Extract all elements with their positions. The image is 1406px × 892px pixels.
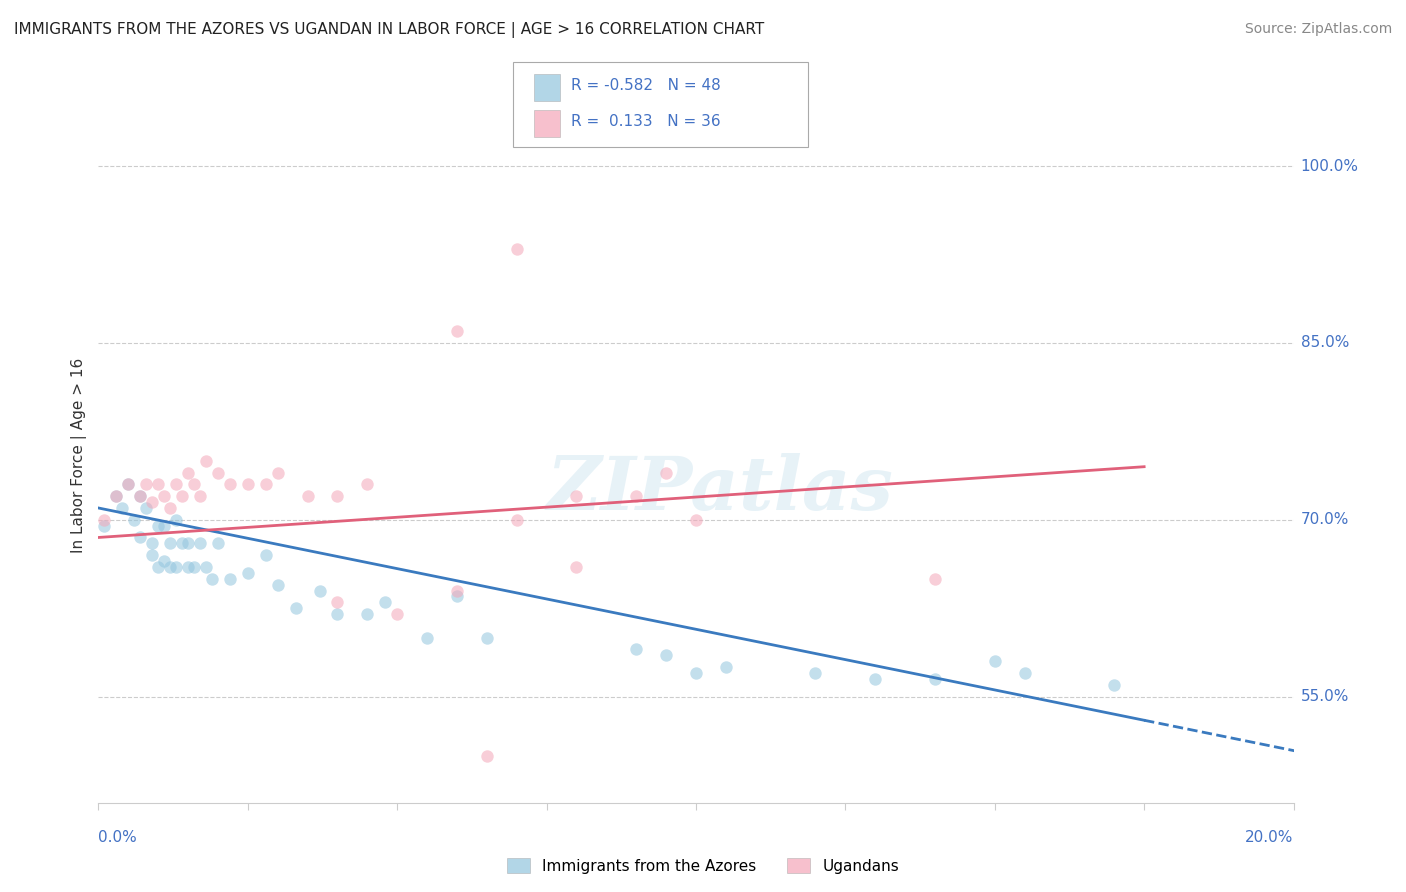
Text: R = -0.582   N = 48: R = -0.582 N = 48 [571, 78, 721, 94]
Point [1014, 666, 1036, 681]
Point [183, 560, 205, 574]
Point [356, 477, 378, 491]
Text: 85.0%: 85.0% [1301, 335, 1348, 351]
Point [201, 572, 224, 586]
Point [111, 500, 134, 515]
Point [374, 595, 396, 609]
Point [924, 672, 946, 686]
Point [207, 536, 229, 550]
Point [254, 548, 277, 562]
Text: 55.0%: 55.0% [1301, 690, 1348, 704]
Point [385, 607, 409, 621]
Point [177, 536, 200, 550]
Point [475, 631, 498, 645]
Point [267, 466, 290, 480]
Text: 20.0%: 20.0% [1246, 830, 1294, 845]
Point [105, 489, 128, 503]
Point [172, 536, 194, 550]
Point [117, 477, 139, 491]
Text: 100.0%: 100.0% [1301, 159, 1358, 174]
Point [416, 631, 439, 645]
Point [685, 666, 707, 681]
Point [624, 489, 647, 503]
Point [93, 518, 115, 533]
Point [475, 748, 498, 763]
Point [506, 242, 529, 256]
Point [685, 513, 707, 527]
Text: Source: ZipAtlas.com: Source: ZipAtlas.com [1244, 22, 1392, 37]
Point [129, 531, 152, 545]
Text: 0.0%: 0.0% [98, 830, 138, 845]
Point [135, 500, 157, 515]
Point [188, 536, 211, 550]
Point [446, 324, 468, 338]
Y-axis label: In Labor Force | Age > 16: In Labor Force | Age > 16 [72, 358, 87, 552]
Point [267, 577, 290, 591]
Point [236, 477, 259, 491]
Point [924, 572, 946, 586]
Point [148, 560, 170, 574]
Point [326, 489, 349, 503]
Point [165, 513, 187, 527]
Text: IMMIGRANTS FROM THE AZORES VS UGANDAN IN LABOR FORCE | AGE > 16 CORRELATION CHAR: IMMIGRANTS FROM THE AZORES VS UGANDAN IN… [14, 22, 765, 38]
Point [159, 536, 181, 550]
Text: R =  0.133   N = 36: R = 0.133 N = 36 [571, 114, 720, 129]
Legend: Immigrants from the Azores, Ugandans: Immigrants from the Azores, Ugandans [501, 852, 905, 880]
Point [141, 548, 163, 562]
Point [446, 583, 468, 598]
Point [129, 489, 152, 503]
Point [153, 489, 176, 503]
Point [183, 477, 205, 491]
Point [326, 595, 349, 609]
Point [655, 466, 678, 480]
Point [148, 518, 170, 533]
Point [153, 518, 176, 533]
Point [506, 513, 529, 527]
Point [1104, 678, 1126, 692]
Point [284, 601, 307, 615]
Point [219, 477, 242, 491]
Point [308, 583, 330, 598]
Point [177, 560, 200, 574]
Point [804, 666, 827, 681]
Text: 70.0%: 70.0% [1301, 512, 1348, 527]
Point [236, 566, 259, 580]
Point [446, 590, 468, 604]
Point [297, 489, 319, 503]
Point [194, 560, 218, 574]
Point [624, 642, 647, 657]
Point [165, 477, 187, 491]
Point [165, 560, 187, 574]
Point [153, 554, 176, 568]
Point [326, 607, 349, 621]
Point [207, 466, 229, 480]
Text: ZIPatlas: ZIPatlas [547, 453, 893, 526]
Point [254, 477, 277, 491]
Point [194, 454, 218, 468]
Point [141, 495, 163, 509]
Point [655, 648, 678, 663]
Point [865, 672, 887, 686]
Point [159, 500, 181, 515]
Point [565, 560, 588, 574]
Point [135, 477, 157, 491]
Point [159, 560, 181, 574]
Point [714, 660, 737, 674]
Point [219, 572, 242, 586]
Point [124, 513, 146, 527]
Point [148, 477, 170, 491]
Point [983, 654, 1005, 668]
Point [565, 489, 588, 503]
Point [188, 489, 211, 503]
Point [129, 489, 152, 503]
Point [356, 607, 378, 621]
Point [172, 489, 194, 503]
Point [141, 536, 163, 550]
Point [93, 513, 115, 527]
Point [177, 466, 200, 480]
Point [105, 489, 128, 503]
Point [117, 477, 139, 491]
